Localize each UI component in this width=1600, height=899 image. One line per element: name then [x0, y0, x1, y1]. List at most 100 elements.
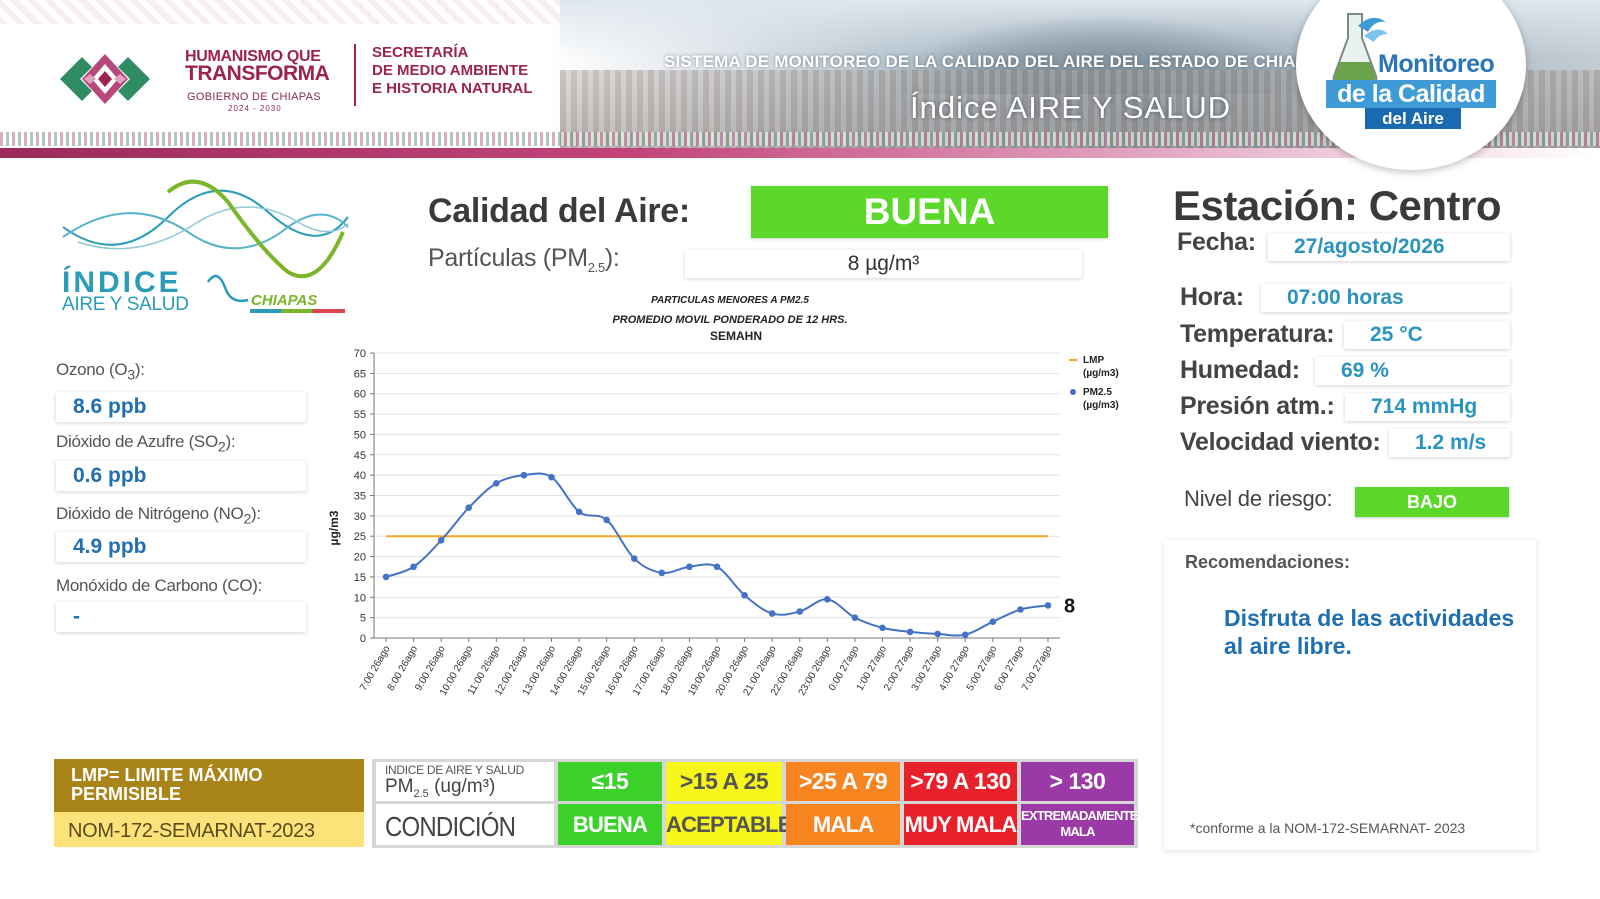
- legend-header-line-1: INDICE DE AIRE Y SALUD: [385, 763, 525, 777]
- lmp-line-1: LMP= LIMITE MÁXIMO: [71, 765, 263, 785]
- station-field-value: 27/agosto/2026: [1268, 233, 1510, 261]
- y-tick-label: 50: [354, 429, 366, 441]
- pm25-series-line: [385, 472, 1049, 637]
- gobierno-chiapas-logo-icon: [60, 54, 150, 104]
- gov-line-4: 2024 - 2030: [228, 104, 282, 113]
- pm25-data-point: [382, 573, 390, 581]
- pollutant-label: Dióxido de Azufre (SO2):: [56, 432, 236, 456]
- pollutant-label: Dióxido de Nitrógeno (NO2):: [56, 504, 261, 528]
- indice-waves-icon: [62, 179, 349, 303]
- pollutant-label: Monóxido de Carbono (CO):: [56, 576, 263, 595]
- legend-header-prefix: PM: [385, 776, 414, 797]
- legend-range-cell: >79 A 130: [904, 762, 1017, 801]
- pm25-data-point: [1044, 602, 1052, 609]
- y-tick-label: 15: [354, 572, 366, 584]
- secretaria-line-2: DE MEDIO AMBIENTE: [372, 62, 529, 79]
- air-quality-title: Calidad del Aire:: [428, 192, 690, 230]
- indice-color-bar: [250, 309, 345, 313]
- pm25-data-point: [879, 624, 886, 632]
- air-quality-status-badge: BUENA: [751, 186, 1108, 238]
- legend-header-line-2: PM2.5 (ug/m³): [385, 776, 495, 800]
- pm25-data-point: [410, 563, 417, 571]
- monitoreo-line-1: Monitoreo: [1378, 50, 1495, 78]
- monitoreo-line-2: de la Calidad: [1326, 80, 1496, 108]
- legend-entry: PM2.5: [1083, 387, 1112, 398]
- y-axis-label: µg/m3: [327, 510, 341, 545]
- y-tick-label: 10: [354, 592, 366, 604]
- pm25-value: 8 µg/m³: [685, 250, 1082, 278]
- gov-line-1: HUMANISMO QUE: [185, 48, 321, 65]
- legend-entry-unit: (µg/m3): [1083, 400, 1119, 411]
- pm25-data-point: [658, 569, 666, 577]
- legend-range-cell: >15 A 25: [666, 762, 782, 801]
- y-tick-label: 30: [354, 511, 366, 523]
- pollutant-value: 4.9 ppb: [56, 532, 306, 562]
- pm25-data-point: [906, 628, 914, 636]
- pm25-data-point: [713, 563, 721, 571]
- legend-header-cell: [376, 762, 554, 801]
- y-tick-label: 0: [360, 633, 366, 645]
- header-stripe: [0, 148, 1600, 158]
- y-tick-label: 65: [354, 368, 366, 380]
- pm25-data-point: [686, 563, 693, 571]
- pm25-data-point: [630, 555, 638, 562]
- station-field-label: Temperatura:: [1180, 320, 1335, 348]
- pm25-data-point: [961, 631, 969, 639]
- pm25-data-point: [934, 630, 941, 638]
- legend-condition-badge: BUENA: [558, 804, 662, 845]
- pm25-label-prefix: Partículas (PM: [428, 244, 588, 272]
- recommendations-panel: [1164, 540, 1536, 850]
- station-field-label: Fecha:: [1177, 228, 1256, 256]
- station-field-value: 07:00 horas: [1261, 284, 1510, 312]
- pollutant-value: 0.6 ppb: [56, 461, 306, 491]
- legend-condition-badge: MUY MALA: [904, 804, 1017, 845]
- header-divider: [354, 44, 356, 106]
- pm25-line-chart: PARTICULAS MENORES A PM2.5 PROMEDIO MOVIL…: [327, 295, 1119, 698]
- last-value-label: 8: [1064, 595, 1075, 617]
- recommendation-text: Disfruta de las actividades al aire libr…: [1224, 605, 1515, 659]
- pollutant-value: 8.6 ppb: [56, 392, 306, 422]
- pm25-label-suffix: ):: [604, 244, 620, 272]
- pm25-data-point: [824, 596, 831, 603]
- indice-region: CHIAPAS: [251, 292, 318, 309]
- station-field-value: 1.2 m/s: [1389, 429, 1510, 457]
- y-tick-label: 70: [354, 348, 366, 360]
- station-field-label: Velocidad viento:: [1180, 428, 1381, 456]
- lmp-line-2: PERMISIBLE: [71, 784, 182, 804]
- legend-range-cell: ≤15: [558, 762, 662, 801]
- chart-title: PARTICULAS MENORES A PM2.5: [651, 295, 809, 306]
- y-tick-label: 35: [354, 491, 366, 503]
- legend-entry: LMP: [1083, 355, 1104, 366]
- y-tick-label: 5: [360, 613, 366, 625]
- textile-pattern-top: [0, 0, 560, 24]
- pm25-label-sub: 2.5: [587, 260, 605, 275]
- station-field-value: 714 mmHg: [1345, 393, 1510, 421]
- legend-header-sub: 2.5: [413, 787, 429, 800]
- pm25-data-point: [548, 473, 555, 481]
- secretaria-name: SECRETARÍA DE MEDIO AMBIENTE E HISTORIA …: [372, 44, 533, 98]
- station-title: Estación: Centro: [1173, 182, 1502, 229]
- gov-line-3: GOBIERNO DE CHIAPAS: [187, 91, 321, 103]
- pm25-data-point: [493, 479, 500, 487]
- y-tick-label: 40: [354, 470, 366, 482]
- pm25-data-point: [575, 508, 583, 516]
- legend-condition-badge: ACEPTABLE: [666, 804, 792, 845]
- legend-range-cell: >25 A 79: [786, 762, 900, 801]
- y-tick-label: 25: [354, 531, 366, 543]
- pm25-data-point: [603, 516, 610, 524]
- index-title: Índice AIRE Y SALUD: [910, 90, 1232, 125]
- risk-level-badge: BAJO: [1355, 487, 1509, 517]
- secretaria-line-3: E HISTORIA NATURAL: [372, 80, 533, 97]
- textile-pattern-bottom: [0, 132, 1600, 146]
- gov-line-2: TRANSFORMA: [185, 62, 330, 85]
- pm25-data-point: [1017, 606, 1024, 613]
- legend-condition-badge: MALA: [786, 804, 900, 845]
- station-field-label: Hora:: [1180, 283, 1244, 311]
- y-tick-label: 55: [354, 409, 366, 421]
- secretaria-line-1: SECRETARÍA: [372, 44, 469, 61]
- pollutant-label: Ozono (O3):: [56, 360, 145, 384]
- station-field-value: 69 %: [1315, 357, 1510, 385]
- legend-range-cell: > 130: [1021, 762, 1134, 801]
- station-field-value: 25 °C: [1344, 321, 1510, 349]
- chart-source: SEMAHN: [710, 329, 762, 343]
